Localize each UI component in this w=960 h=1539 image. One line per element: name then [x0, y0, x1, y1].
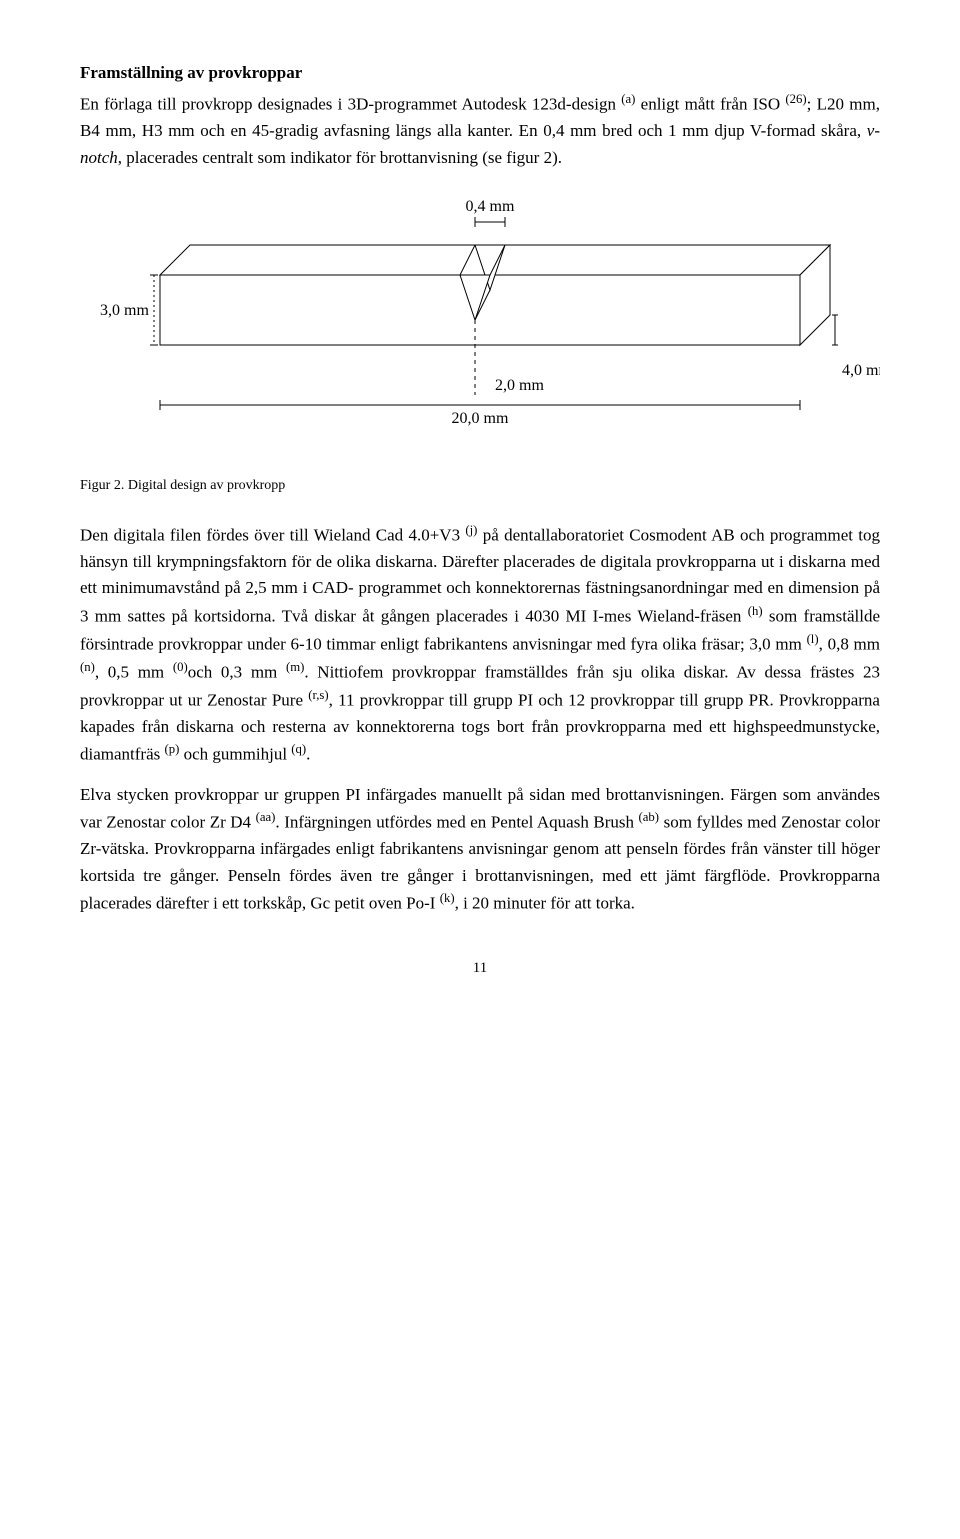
paragraph-2: Den digitala filen fördes över till Wiel… [80, 521, 880, 768]
specimen-diagram: 0,4 mm 3,0 mm 2,0 mm 20,0 mm [80, 195, 880, 435]
figure-2: 0,4 mm 3,0 mm 2,0 mm 20,0 mm [80, 195, 880, 497]
label-top: 0,4 mm [466, 198, 515, 215]
label-left: 3,0 mm [100, 302, 149, 319]
paragraph-1: En förlaga till provkropp designades i 3… [80, 90, 880, 171]
page-number: 11 [80, 957, 880, 980]
figure-caption: Figur 2. Digital design av provkropp [80, 475, 880, 497]
section-heading: Framställning av provkroppar [80, 60, 880, 86]
label-right: 4,0 mm [842, 362, 880, 379]
paragraph-3: Elva stycken provkroppar ur gruppen PI i… [80, 782, 880, 917]
label-notch: 2,0 mm [495, 377, 544, 394]
label-bottom: 20,0 mm [452, 410, 509, 427]
